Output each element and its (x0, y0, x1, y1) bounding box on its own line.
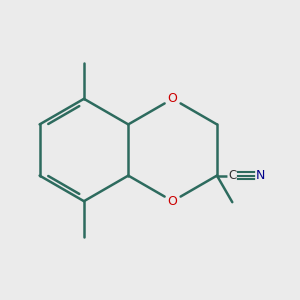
Text: O: O (168, 92, 178, 105)
Text: O: O (168, 195, 178, 208)
Text: N: N (256, 169, 265, 182)
Text: C: C (228, 169, 236, 182)
